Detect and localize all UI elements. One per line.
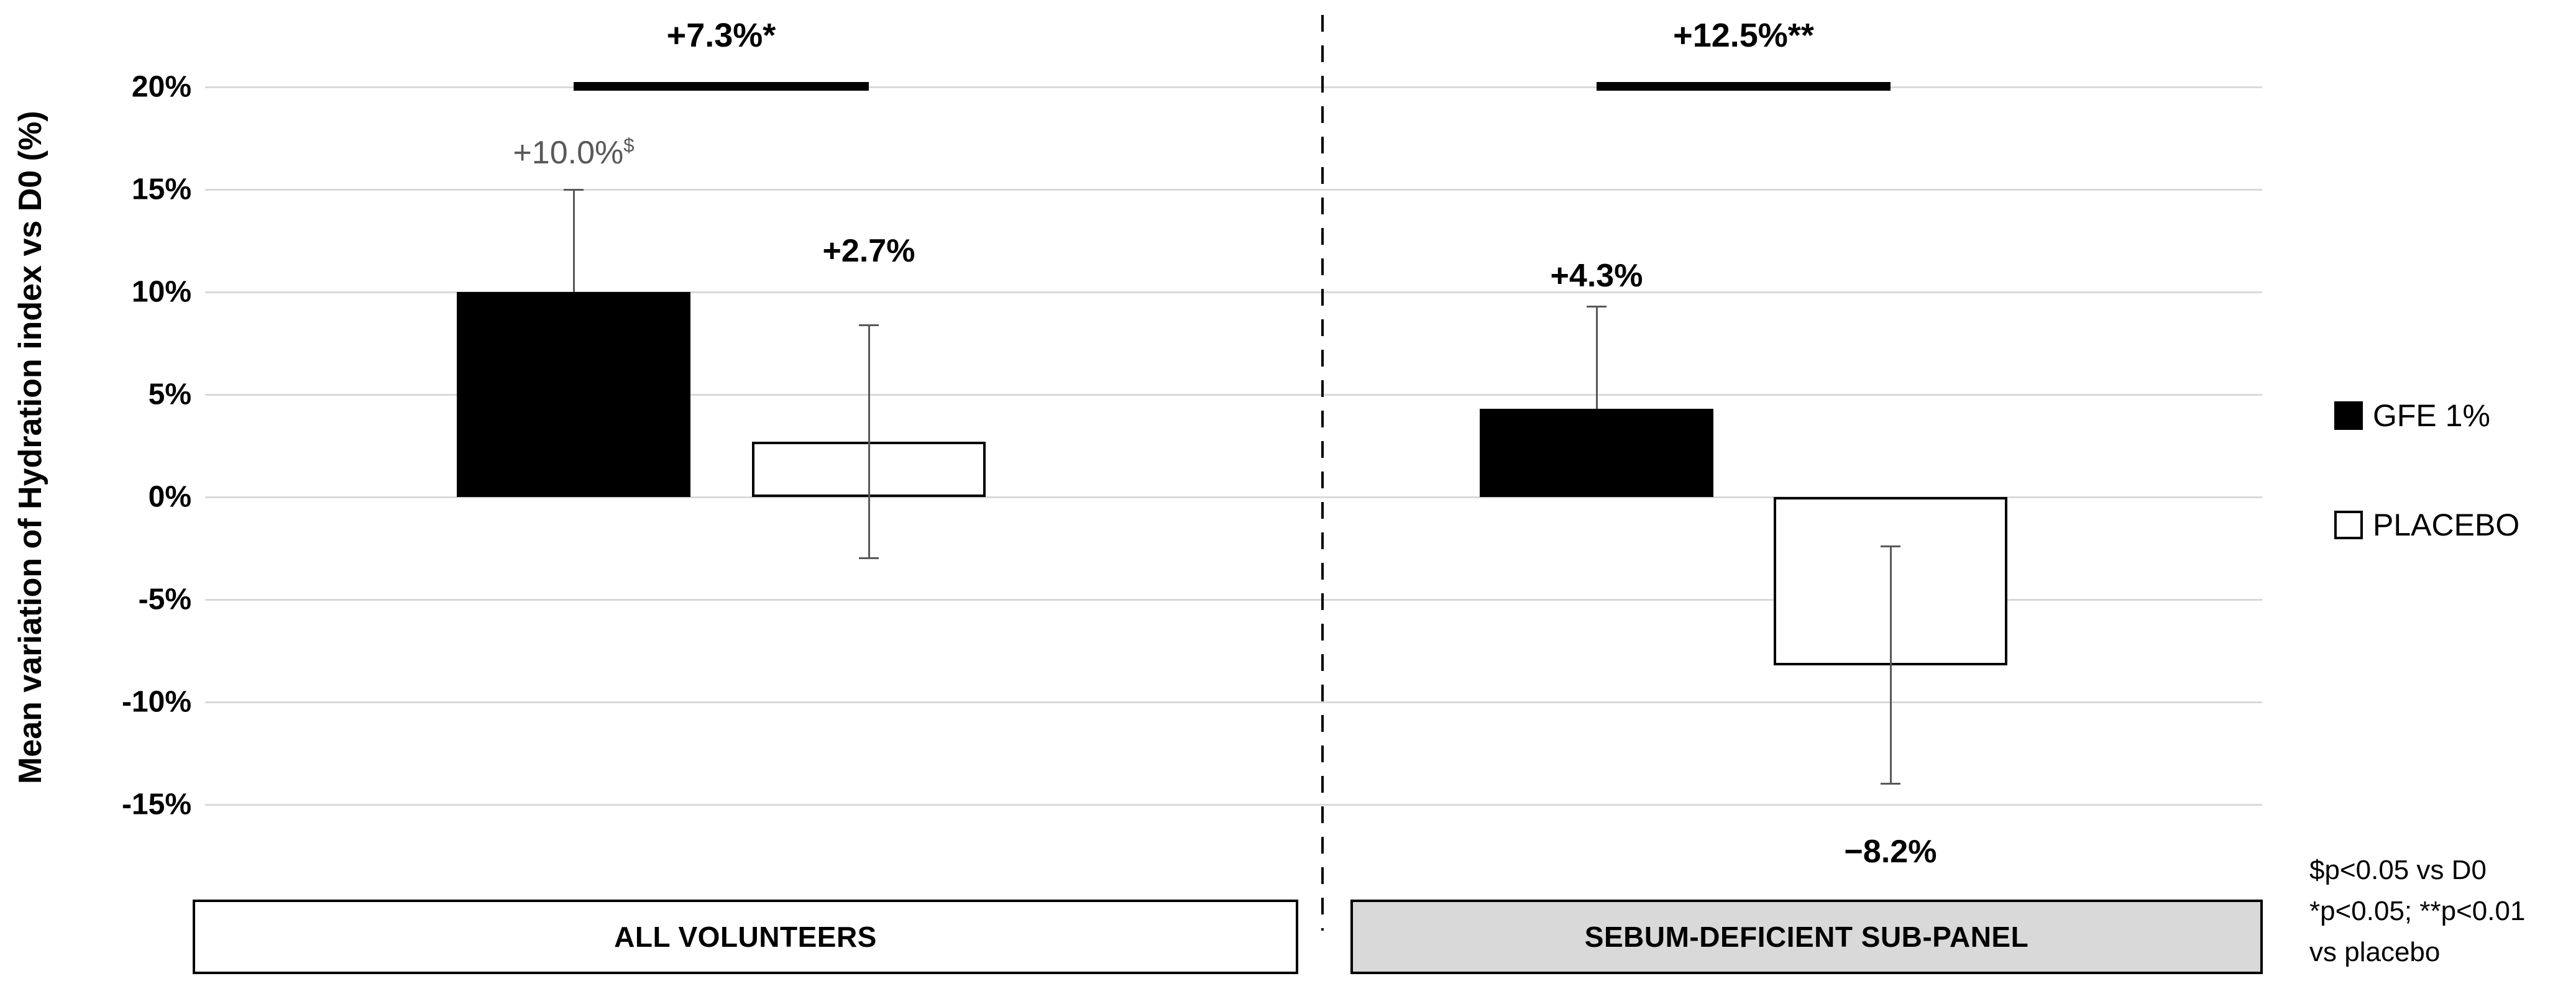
- gridline--5%: [205, 599, 2262, 601]
- bar-value-label: +10.0%$: [513, 134, 635, 171]
- y-tick-label: 15%: [131, 173, 191, 206]
- gridline-5%: [205, 394, 2262, 396]
- legend: GFE 1% PLACEBO: [2334, 398, 2519, 616]
- error-bar-cap-top: [564, 189, 584, 191]
- y-tick-label: 20%: [131, 70, 191, 104]
- bar-gfe-1--panel1: [457, 292, 690, 497]
- panel-divider-dashed-line: [1321, 15, 1324, 931]
- error-bar-cap-top: [1587, 306, 1607, 308]
- bar-value-label: +2.7%: [822, 233, 915, 269]
- gridline-15%: [205, 189, 2262, 191]
- legend-label-gfe: GFE 1%: [2373, 398, 2490, 433]
- category-box-panel1: ALL VOLUNTEERS: [193, 900, 1298, 974]
- significance-bracket-panel2: [1597, 82, 1891, 91]
- significance-label-panel2: +12.5%**: [1673, 17, 1814, 54]
- error-bar: [572, 189, 575, 292]
- label-superscript: $: [623, 134, 635, 157]
- error-bar: [1889, 546, 1892, 784]
- y-tick-label: 5%: [148, 378, 191, 411]
- gridline-10%: [205, 291, 2262, 293]
- gridline-20%: [205, 86, 2262, 88]
- gridline--15%: [205, 804, 2262, 806]
- footnotes: $p<0.05 vs D0 *p<0.05; **p<0.01 vs place…: [2309, 850, 2525, 973]
- category-box-panel2: SEBUM-DEFICIENT SUB-PANEL: [1350, 900, 2263, 974]
- gridline-0%: [205, 496, 2262, 498]
- bar-value-label: −8.2%: [1844, 833, 1937, 870]
- bar-gfe-1--panel2: [1480, 409, 1713, 497]
- y-tick-label: -5%: [138, 583, 191, 616]
- footnote-line-1: $p<0.05 vs D0: [2309, 855, 2487, 885]
- legend-item-gfe: GFE 1%: [2334, 398, 2519, 434]
- y-tick-label: -15%: [121, 788, 191, 821]
- gridline--10%: [205, 701, 2262, 703]
- significance-bracket-panel1: [574, 82, 869, 91]
- error-bar-cap-bottom: [1881, 783, 1900, 785]
- y-tick-label: -10%: [121, 685, 191, 719]
- error-bar-cap-bottom: [859, 557, 879, 559]
- gfe-swatch-icon: [2334, 401, 2363, 430]
- bar-value-label: +4.3%: [1550, 257, 1643, 294]
- significance-label-panel1: +7.3%*: [666, 17, 776, 54]
- legend-item-placebo: PLACEBO: [2334, 507, 2519, 543]
- y-tick-label: 10%: [131, 275, 191, 309]
- y-tick-label: 0%: [148, 480, 191, 514]
- error-bar-cap-top: [859, 324, 879, 326]
- error-bar: [1595, 306, 1598, 409]
- placebo-swatch-icon: [2334, 511, 2363, 539]
- footnote-line-3: vs placebo: [2309, 937, 2441, 967]
- footnote-line-2: *p<0.05; **p<0.01: [2309, 896, 2526, 926]
- error-bar: [868, 324, 870, 559]
- legend-label-placebo: PLACEBO: [2373, 508, 2520, 542]
- error-bar-cap-top: [1881, 545, 1900, 548]
